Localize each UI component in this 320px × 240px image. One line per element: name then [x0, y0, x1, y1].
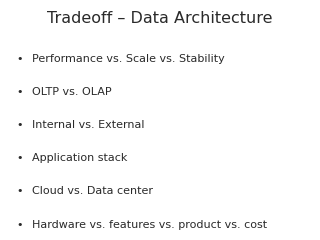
Text: •: •	[16, 54, 22, 64]
Text: Cloud vs. Data center: Cloud vs. Data center	[32, 186, 153, 197]
Text: •: •	[16, 87, 22, 97]
Text: •: •	[16, 220, 22, 230]
Text: Application stack: Application stack	[32, 153, 127, 163]
Text: Performance vs. Scale vs. Stability: Performance vs. Scale vs. Stability	[32, 54, 225, 64]
Text: •: •	[16, 153, 22, 163]
Text: Tradeoff – Data Architecture: Tradeoff – Data Architecture	[47, 11, 273, 26]
Text: Hardware vs. features vs. product vs. cost: Hardware vs. features vs. product vs. co…	[32, 220, 267, 230]
Text: OLTP vs. OLAP: OLTP vs. OLAP	[32, 87, 112, 97]
Text: Internal vs. External: Internal vs. External	[32, 120, 145, 130]
Text: •: •	[16, 186, 22, 197]
Text: •: •	[16, 120, 22, 130]
